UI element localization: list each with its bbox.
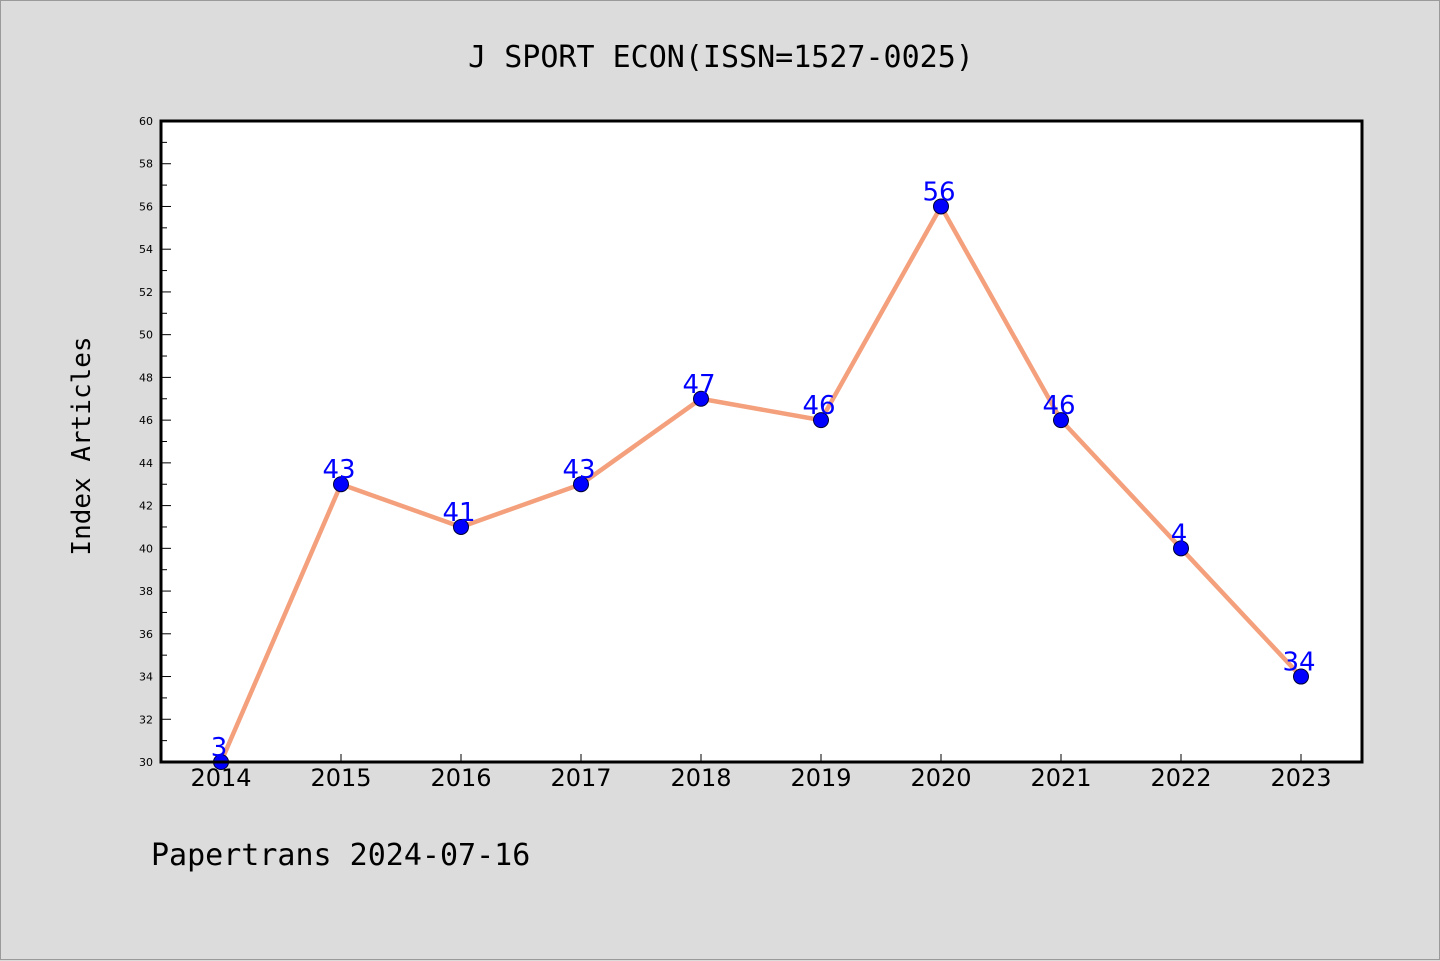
- footer-caption: Papertrans 2024-07-16: [151, 838, 530, 873]
- y-tick-label: 30: [139, 756, 153, 769]
- chart-title: J SPORT ECON(ISSN=1527-0025): [468, 40, 974, 75]
- y-tick-label: 46: [139, 414, 153, 427]
- y-tick-label: 32: [139, 713, 153, 726]
- data-point: [933, 198, 949, 215]
- x-tick-label: 2023: [1270, 764, 1331, 792]
- y-tick-label: 52: [139, 286, 153, 299]
- y-tick-label: 44: [139, 457, 153, 470]
- x-axis-ticks: 2014 2015 2016 2017 2018 2019 2020 2021 2022 2023: [190, 754, 1332, 792]
- data-label: 41: [442, 498, 475, 528]
- y-tick-label: 58: [139, 158, 153, 171]
- x-tick-label: 2020: [910, 764, 971, 792]
- y-tick-label: 56: [139, 200, 153, 213]
- x-tick-label: 2015: [310, 764, 371, 792]
- plot-area: [161, 121, 1362, 762]
- y-axis-ticks: 30 32 34 36 38 40 42 44 46 48 50 52 54 56 58 60: [139, 115, 171, 769]
- data-point: [693, 390, 709, 407]
- x-tick-label: 2018: [670, 764, 731, 792]
- data-point: [1173, 540, 1189, 557]
- y-tick-label: 54: [139, 243, 153, 256]
- y-axis-label: Index Articles: [67, 336, 97, 555]
- x-tick-label: 2019: [790, 764, 851, 792]
- data-point: [1053, 412, 1069, 429]
- y-tick-label: 34: [139, 671, 153, 684]
- data-label: 46: [802, 391, 835, 421]
- y-tick-label: 48: [139, 371, 153, 384]
- data-label: 34: [1282, 648, 1315, 678]
- data-point: [573, 476, 589, 493]
- data-label: 43: [322, 455, 355, 485]
- series-line: [218, 204, 1304, 765]
- data-point: [333, 476, 349, 493]
- y-tick-label: 40: [139, 542, 153, 555]
- data-label: 46: [1042, 391, 1075, 421]
- x-tick-label: 2021: [1030, 764, 1091, 792]
- x-tick-label: 2017: [550, 764, 611, 792]
- x-tick-label: 2022: [1150, 764, 1211, 792]
- data-point: [813, 412, 829, 429]
- data-label: 56: [922, 177, 955, 207]
- data-label: 4: [1171, 519, 1188, 549]
- data-label: 43: [562, 455, 595, 485]
- y-tick-label: 36: [139, 628, 153, 641]
- data-label: 3: [211, 733, 228, 763]
- plot-border: [159, 119, 1364, 764]
- y-tick-label: 50: [139, 329, 153, 342]
- x-tick-label: 2016: [430, 764, 491, 792]
- y-tick-label: 42: [139, 500, 153, 513]
- data-label: 47: [682, 370, 715, 400]
- y-tick-label: 60: [139, 115, 153, 128]
- data-point: [1293, 668, 1309, 685]
- data-point: [453, 518, 469, 535]
- y-tick-label: 38: [139, 585, 153, 598]
